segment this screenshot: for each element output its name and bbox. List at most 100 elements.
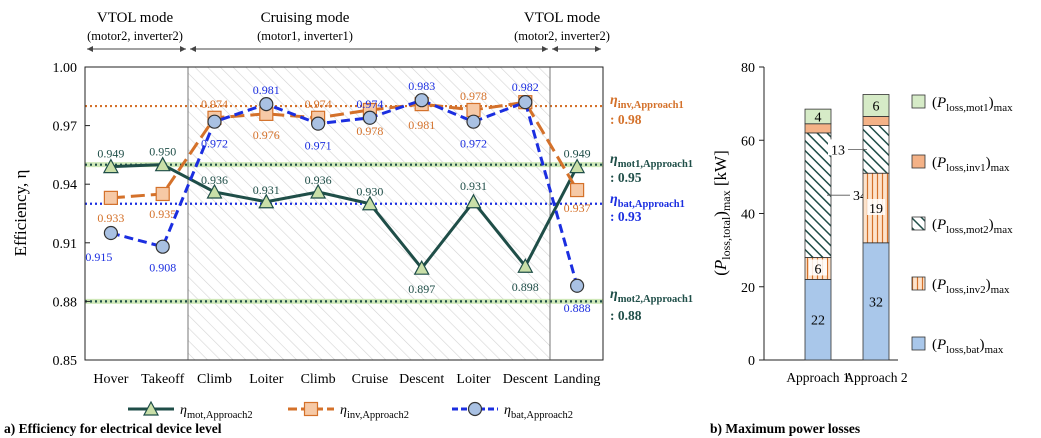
x-tick-label-b: Approach 2 — [844, 370, 907, 385]
plot-frame-a — [84, 66, 604, 361]
legend-b: (Ploss,mot1)max (Ploss,inv1)max (Ploss,mot… — [911, 94, 1013, 356]
data-label-inv: 0.978 — [460, 89, 487, 103]
marker-triangle — [310, 183, 327, 199]
marker-circle — [569, 278, 585, 293]
y-tick-label: 0.94 — [53, 178, 78, 193]
x-tick-label: Descent — [503, 372, 548, 387]
ref-label-inv: ηinv,Approach1 — [610, 93, 684, 111]
series-line-inv — [110, 100, 579, 200]
data-label-bat: 0.888 — [564, 301, 591, 315]
legend-swatch-mot1 — [911, 94, 926, 109]
x-tick-label: Descent — [399, 372, 444, 387]
data-label-bat: 0.981 — [253, 83, 280, 97]
bar-segment-bat — [862, 242, 890, 361]
y-tick-label-b: 80 — [741, 61, 755, 76]
data-label-mot: 0.931 — [460, 179, 487, 193]
y-tick-label-b: 20 — [741, 281, 755, 296]
arrowhead-left — [190, 46, 196, 52]
mode-detail: (motor1, inverter1) — [257, 29, 353, 43]
marker-triangle — [142, 400, 160, 416]
marker-square — [155, 186, 170, 202]
legend-label-bat: (Ploss,bat)max — [932, 337, 1004, 356]
legend-swatch-bat — [911, 336, 926, 351]
bar-label-inv2: 6 — [815, 262, 822, 277]
data-label-inv: 0.974 — [201, 97, 228, 111]
data-label-mot: 0.949 — [564, 147, 591, 161]
ref-value-mot1: : 0.95 — [610, 170, 642, 185]
legend-label-inv1: (Ploss,inv1)max — [932, 155, 1010, 174]
bar-label-mot1: 4 — [815, 110, 822, 125]
marker-triangle — [413, 259, 430, 275]
bar-label-bg — [867, 199, 885, 216]
marker-triangle — [102, 158, 119, 174]
marker-circle — [259, 97, 274, 112]
bar-label-bat: 22 — [811, 314, 825, 329]
data-label-inv: 0.981 — [408, 118, 435, 132]
bar-label-mot1: 6 — [873, 99, 880, 114]
legend-label-inv: ηinv,Approach2 — [340, 403, 409, 421]
data-label-inv: 0.933 — [97, 211, 124, 225]
bar-segment-mot2 — [862, 125, 890, 174]
x-tick-label: Climb — [197, 372, 232, 387]
data-label-mot: 0.936 — [305, 173, 332, 187]
ref-value-mot2: : 0.88 — [610, 308, 642, 323]
marker-triangle — [154, 156, 171, 172]
ref-label-bat: ηbat,Approach1 — [610, 192, 685, 210]
bar-label-bg — [828, 139, 848, 156]
series-line-mot — [110, 163, 579, 270]
arrowhead-left — [552, 46, 558, 52]
y-tick-label-b: 60 — [741, 134, 755, 149]
bar-label-mot2: 13 — [831, 143, 845, 158]
efficiency-chart: VTOL mode (motor2, inverter2) Cruising mod… — [4, 10, 693, 436]
ref-label-mot2: ηmot2,Approach1 — [610, 287, 693, 305]
marker-square — [103, 190, 119, 205]
legend-swatch-mot2 — [911, 216, 926, 231]
y-tick-label: 0.85 — [53, 354, 78, 369]
y-axis-label: Efficiency, η — [11, 170, 30, 257]
data-label-bat: 0.971 — [305, 139, 332, 153]
marker-circle — [155, 239, 170, 254]
marker-triangle — [465, 193, 482, 209]
arrowhead-right — [542, 46, 548, 52]
data-label-bat: 0.908 — [149, 261, 176, 275]
marker-triangle — [569, 158, 586, 174]
panel-b-caption: b) Maximum power losses — [710, 421, 860, 436]
marker-square — [569, 182, 585, 198]
series-line-bat — [110, 98, 579, 287]
marker-circle — [311, 116, 326, 131]
marker-circle — [466, 114, 481, 129]
marker-circle — [207, 114, 222, 129]
marker-triangle — [258, 193, 275, 209]
marker-square — [466, 102, 481, 118]
legend-swatch-inv2 — [911, 276, 926, 291]
mode-detail: (motor2, inverter2) — [514, 29, 610, 43]
y-tick-label: 0.88 — [53, 295, 78, 310]
bar-segment-mot1 — [804, 108, 832, 125]
data-label-bat: 0.982 — [512, 80, 539, 94]
mode-title: VTOL mode — [97, 10, 174, 26]
data-label-mot: 0.949 — [97, 147, 124, 161]
bar-label-inv2: 19 — [869, 202, 883, 217]
ref-value-inv: : 0.98 — [610, 112, 642, 127]
data-label-bat: 0.972 — [201, 137, 228, 151]
marker-circle — [103, 225, 119, 241]
marker-triangle — [361, 195, 378, 211]
axes-a: 0.85 0.88 0.91 0.94 0.97 1.00 Hover Takeoff Clim… — [11, 61, 604, 387]
ref-value-bat: : 0.93 — [610, 209, 642, 224]
y-axis-label-b: (Ploss,total)max [kW] — [711, 150, 733, 276]
legend-swatch-inv1 — [911, 154, 926, 169]
ref-label-mot1: ηmot1,Approach1 — [610, 152, 693, 170]
data-label-bat: 0.974 — [356, 97, 383, 111]
y-tick-label-b: 40 — [741, 208, 755, 223]
legend-label-bat: ηbat,Approach2 — [504, 403, 573, 421]
x-tick-label: Landing — [554, 372, 601, 387]
marker-circle — [518, 95, 533, 110]
data-label-mot: 0.930 — [356, 185, 383, 199]
data-label-bat: 0.983 — [408, 79, 435, 93]
panel-a-caption: a) Efficiency for electrical device leve… — [4, 421, 222, 436]
marker-square — [303, 401, 319, 417]
data-label-mot: 0.898 — [512, 280, 539, 294]
mode-title: VTOL mode — [524, 10, 601, 26]
x-tick-label: Cruise — [352, 372, 389, 387]
